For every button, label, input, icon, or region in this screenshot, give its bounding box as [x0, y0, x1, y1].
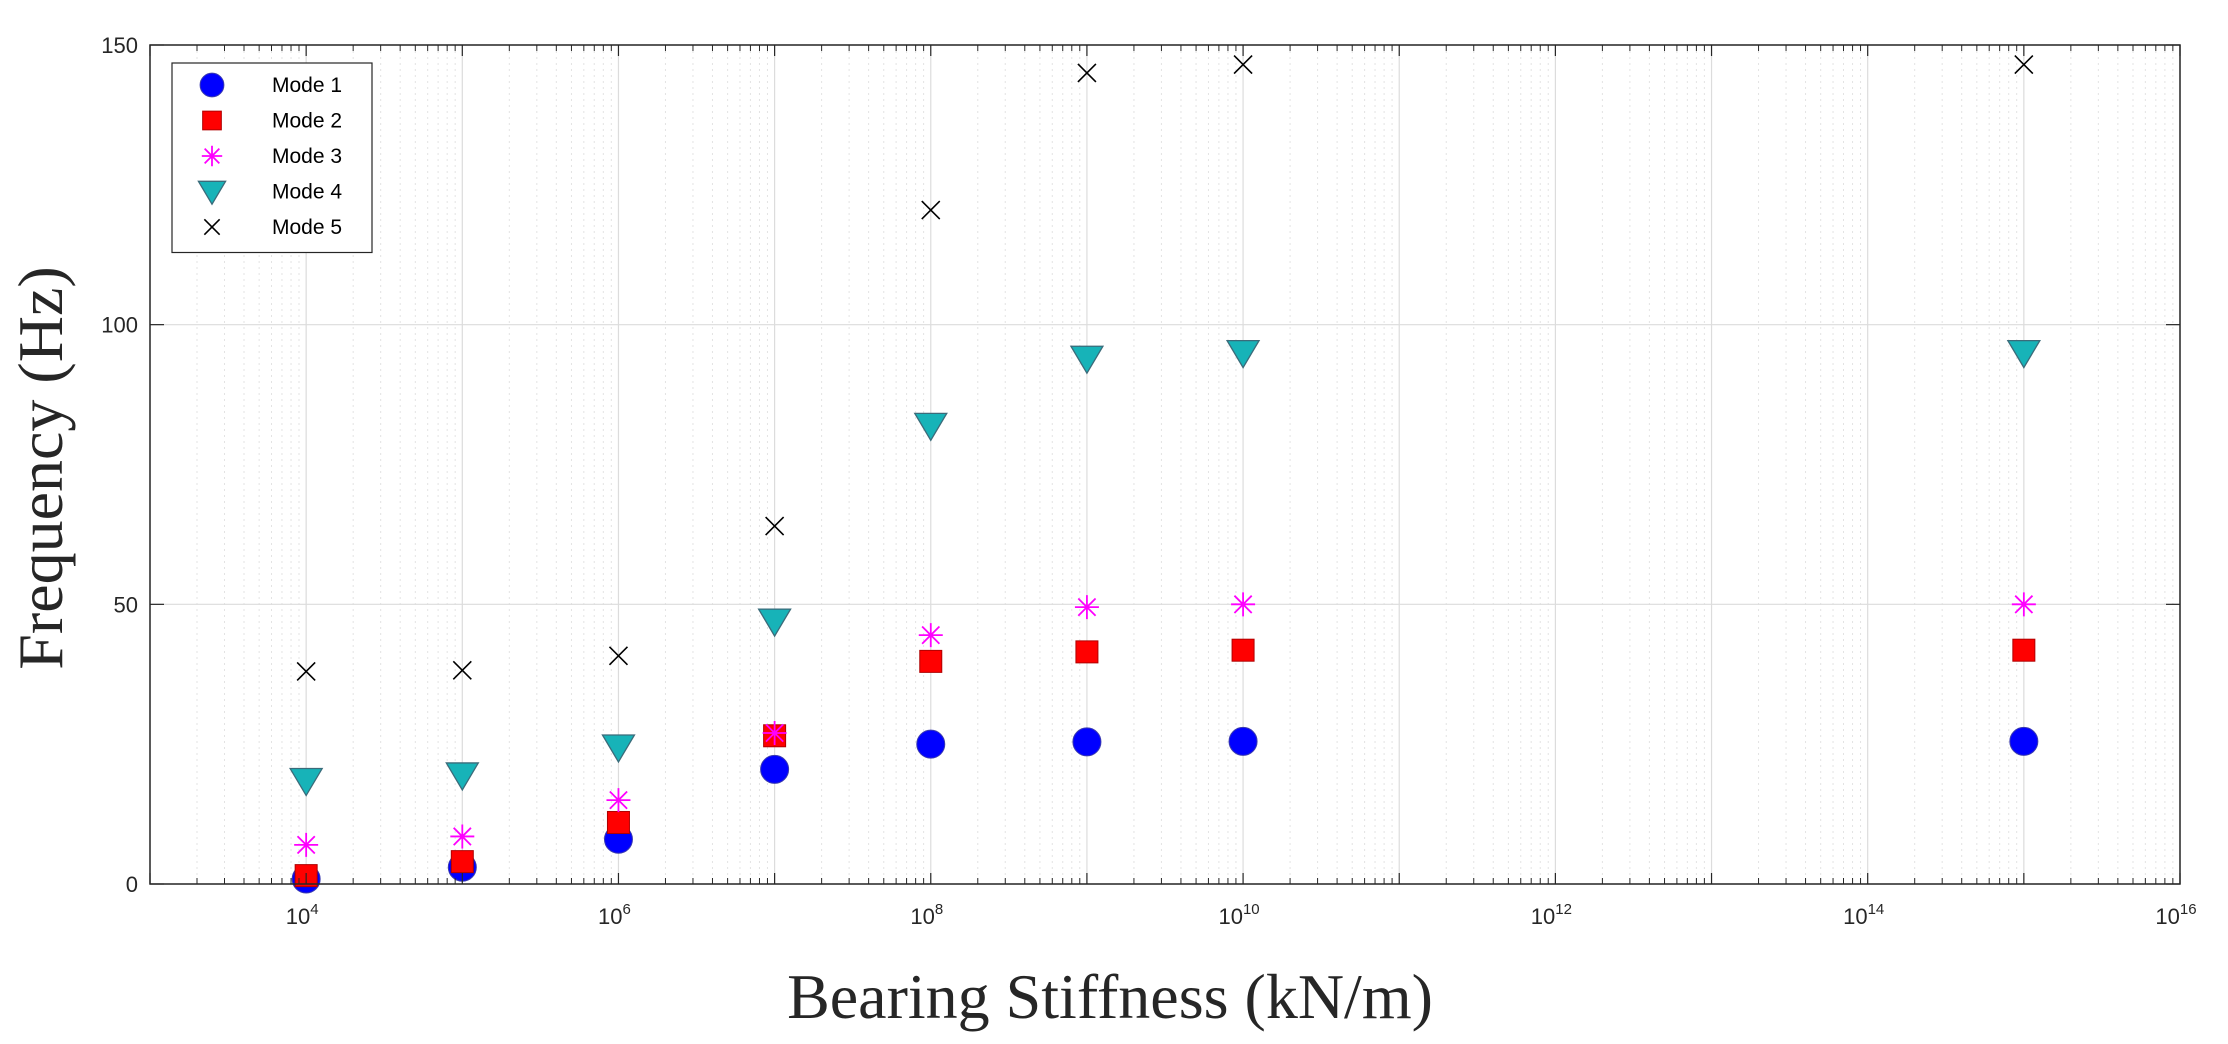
data-point	[452, 660, 472, 680]
data-point	[919, 649, 943, 673]
legend-marker	[197, 180, 227, 206]
data-point	[921, 200, 941, 220]
y-tick-label: 100	[101, 313, 138, 338]
data-point	[757, 608, 792, 638]
data-point	[2012, 638, 2036, 662]
legend-marker	[199, 72, 225, 98]
legend-marker	[202, 110, 222, 131]
x-tick-labels: 104 106 108 1010 1012 1014 1016	[286, 901, 2197, 929]
data-point	[765, 516, 785, 536]
data-point	[2009, 726, 2039, 756]
data-point	[450, 824, 475, 849]
x-tick-label: 108	[910, 901, 943, 929]
data-point	[916, 729, 946, 759]
legend-label: Mode 4	[272, 181, 342, 204]
x-tick-label: 1010	[1218, 901, 1259, 929]
data-point	[1074, 595, 1099, 620]
x-tick-label: 1016	[2155, 901, 2196, 929]
data-point	[1075, 640, 1099, 664]
y-axis-title: Frequency (Hz)	[5, 266, 76, 669]
legend-marker	[201, 145, 223, 167]
y-tick-label: 150	[101, 33, 138, 58]
y-tick-label: 50	[114, 592, 138, 617]
data-point	[296, 661, 316, 682]
data-point	[1233, 55, 1253, 75]
plot-background	[150, 45, 2180, 884]
data-points	[289, 55, 2041, 894]
x-axis-title: Bearing Stiffness (kN/m)	[787, 961, 1433, 1032]
data-point	[606, 810, 630, 834]
y-tick-label: 0	[126, 872, 138, 897]
legend-label: Mode 1	[272, 74, 342, 97]
data-point	[760, 754, 790, 784]
series-mode-3	[294, 592, 2036, 857]
axis-ticks	[149, 44, 2181, 885]
data-point	[289, 767, 324, 797]
legend-marker	[203, 218, 221, 236]
data-point	[294, 832, 319, 857]
series-mode-5	[296, 55, 2034, 682]
x-tick-label: 104	[286, 901, 319, 929]
data-point	[601, 734, 636, 764]
data-point	[1231, 592, 1256, 617]
data-point	[1231, 638, 1255, 662]
y-tick-labels: 0 50 100 150	[101, 33, 138, 897]
data-point	[2014, 55, 2034, 75]
series-mode-4	[289, 339, 2041, 797]
x-tick-label: 106	[598, 901, 631, 929]
data-point	[608, 646, 629, 666]
data-point	[1228, 726, 1258, 756]
data-point	[450, 850, 474, 874]
data-point	[2011, 592, 2036, 617]
data-point	[2006, 339, 2041, 369]
x-tick-label: 1014	[1843, 901, 1884, 929]
data-point	[606, 788, 631, 813]
minor-grid	[196, 45, 2174, 884]
x-tick-label: 1012	[1531, 901, 1572, 929]
data-point	[1072, 727, 1102, 757]
legend-label: Mode 3	[272, 145, 342, 168]
legend-label: Mode 2	[272, 110, 342, 133]
data-point	[1077, 63, 1097, 83]
data-point	[1069, 345, 1105, 375]
legend: Mode 1 Mode 2 Mode 3 Mode 4 Mode 5	[171, 62, 373, 254]
data-point	[918, 623, 943, 648]
legend-label: Mode 5	[272, 216, 342, 239]
plot-frame	[149, 44, 2181, 885]
data-point	[913, 412, 948, 442]
data-point	[1225, 339, 1261, 369]
data-point	[762, 720, 787, 745]
data-point	[445, 762, 480, 792]
